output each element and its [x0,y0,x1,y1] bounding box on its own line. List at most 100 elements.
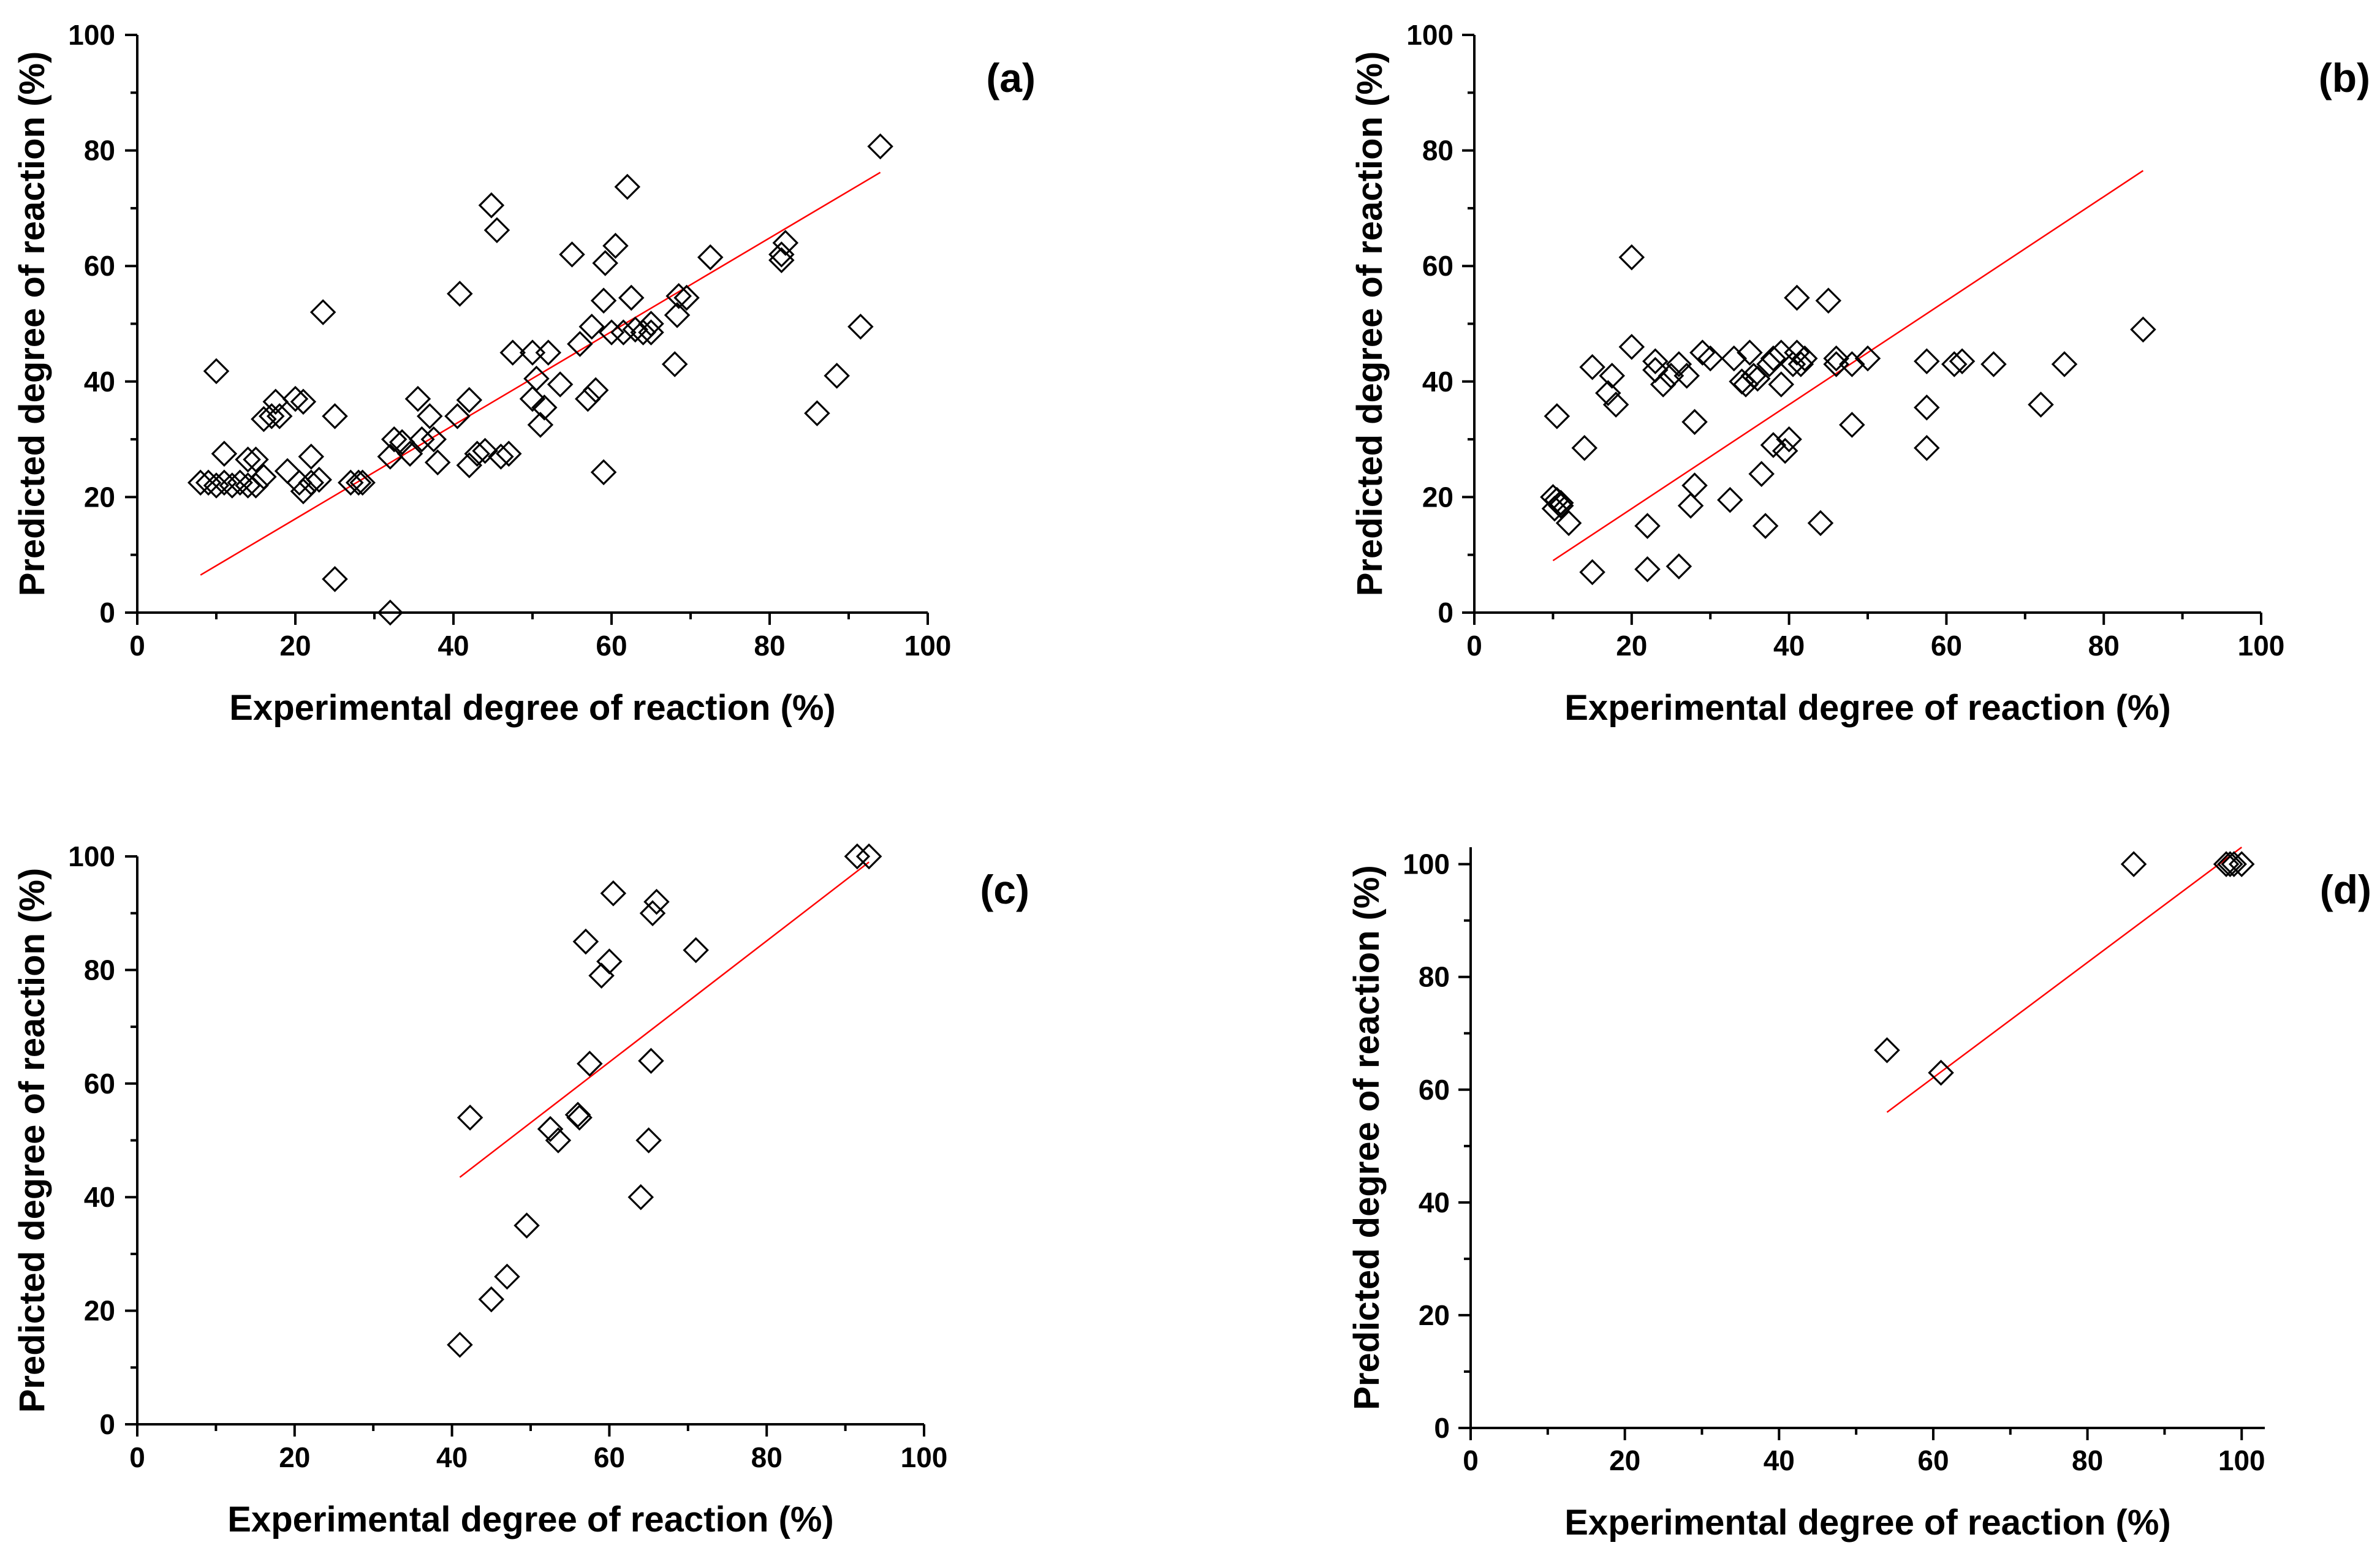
data-point [235,446,261,473]
data-point [417,403,443,429]
data-point [1681,472,1708,499]
data-point [1772,437,1798,464]
data-point [1748,461,1775,487]
data-point [243,472,269,499]
data-point [1792,345,1818,372]
x-tick-label: 60 [1931,630,1962,662]
data-point [630,319,656,346]
data-point [1732,371,1759,398]
data-point [1717,486,1743,513]
y-tick-label: 20 [84,481,115,513]
data-point [1547,493,1574,519]
data-point [282,385,309,412]
y-tick-label: 20 [84,1295,115,1327]
y-tick-label: 80 [1422,135,1453,167]
chart-panel-2: 0 20 40 60 80 100 0 20 40 60 80 100 Experimental deg… [1350,19,2370,728]
data-point [1744,365,1771,392]
data-point [404,385,431,412]
data-point [598,319,625,346]
data-point [1839,412,1865,438]
data-point [572,928,599,955]
chart-panel-3: 0 20 40 60 80 100 0 20 40 60 80 100 Experimental deg… [12,840,1029,1539]
data-point [1673,363,1700,389]
x-tick-label: 40 [436,1441,468,1473]
panel-label: (c) [980,867,1029,912]
data-point [1760,345,1787,372]
data-point [2120,851,2147,877]
data-point [187,469,214,496]
data-point [592,250,618,276]
panel-label: (b) [2319,55,2370,100]
y-tick-label: 40 [84,366,115,398]
y-tick-label: 100 [68,840,115,872]
x-tick-label: 100 [901,1441,948,1473]
data-point [535,339,562,366]
panel-label: (a) [986,55,1036,100]
y-tick-label: 20 [1422,481,1453,513]
data-point [381,426,407,453]
data-point [1839,351,1865,377]
data-point [251,406,277,432]
data-point [306,466,332,493]
data-point [2221,851,2247,877]
data-point [464,440,490,467]
y-tick-label: 60 [84,1068,115,1100]
data-point [1787,351,1814,377]
x-tick-label: 80 [754,630,785,662]
x-tick-label: 60 [596,630,627,662]
data-point [1634,513,1661,539]
x-axis-title: Experimental degree of reaction (%) [227,1500,833,1539]
y-tick-label: 100 [68,19,115,51]
y-tick-label: 0 [1438,597,1453,629]
data-point [1666,351,1692,377]
y-tick-label: 80 [84,954,115,986]
data-point [1666,553,1692,580]
data-point [577,1051,603,1077]
data-point [309,299,336,325]
data-point [447,281,473,307]
data-point [243,446,269,473]
data-point [298,444,325,470]
y-tick-label: 100 [1403,848,1450,880]
data-point [298,469,325,496]
data-point [2130,316,2156,343]
data-point [772,230,799,256]
data-point [1779,351,1806,377]
x-tick-label: 20 [1616,630,1647,662]
x-tick-label: 100 [2218,1445,2265,1476]
data-point [824,363,850,389]
data-point [1914,434,1940,461]
data-point [274,458,301,485]
y-axis-title: Predicted degree of reaction (%) [12,868,52,1413]
data-point [537,1116,564,1142]
data-point [635,1127,662,1154]
panel-label: (d) [2320,867,2371,912]
y-tick-label: 0 [1434,1412,1450,1444]
fit-line [200,172,881,576]
data-point [1737,339,1763,366]
data-point [472,437,498,464]
data-point [1677,493,1704,519]
data-point [1681,409,1708,436]
data-point [488,444,514,470]
data-point [1784,339,1810,366]
y-tick-label: 40 [1422,366,1453,398]
data-point [1595,380,1621,406]
y-tick-label: 60 [84,250,115,282]
y-axis-title: Predicted degree of reaction (%) [12,51,52,597]
data-point [1854,345,1881,372]
data-point [496,440,522,467]
y-tick-label: 40 [1419,1187,1450,1218]
data-point [590,459,617,486]
data-point [349,469,376,496]
y-tick-label: 20 [1419,1299,1450,1331]
x-tick-label: 60 [594,1441,625,1473]
x-tick-label: 0 [1466,630,1482,662]
data-point [1776,426,1802,453]
y-tick-label: 80 [1419,961,1450,993]
data-point [494,1263,520,1290]
data-point [514,1212,540,1239]
data-point [1541,495,1568,522]
data-point [600,880,627,907]
data-point [1642,348,1669,375]
